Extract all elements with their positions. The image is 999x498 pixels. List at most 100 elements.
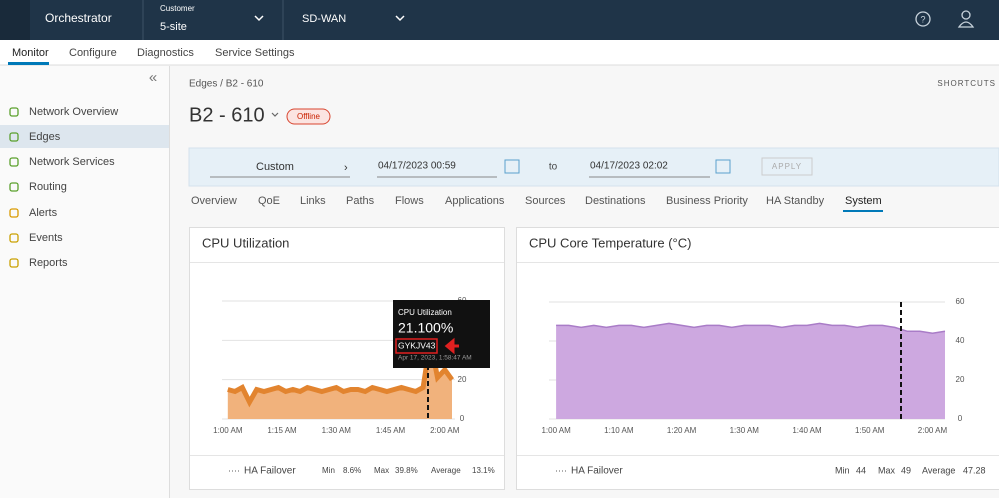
edge-title: B2 - 610 [189, 104, 265, 126]
edge-chevron[interactable] [271, 112, 279, 117]
x-tick-label: 2:00 AM [430, 426, 460, 435]
sidebar-item[interactable]: Alerts [29, 207, 58, 219]
panel-title: CPU Utilization [202, 235, 289, 250]
stat-value: 49 [901, 465, 911, 475]
sidebar-icon [9, 132, 19, 142]
plots: 0 20 40 60 1:00 AM 1:15 AM 1:30 AM 1:45 AM 2:00 … [213, 296, 965, 435]
stat-label: Min [322, 466, 335, 475]
status-badge [286, 108, 331, 125]
apply-button[interactable] [761, 157, 813, 176]
customer-name[interactable]: 5-site [160, 21, 187, 33]
nav-item[interactable]: Diagnostics [137, 47, 194, 59]
stat-value: 47.28 [963, 465, 986, 475]
sidebar-item[interactable]: Network Services [29, 156, 115, 168]
sidebar-icon [9, 107, 19, 117]
tab[interactable]: Destinations [585, 195, 646, 207]
highlight-box [395, 338, 438, 354]
date-preset[interactable]: Custom [256, 161, 294, 173]
stat-value: 39.8% [395, 466, 418, 475]
sidebar-selected [0, 125, 169, 148]
stat-value: 13.1% [472, 466, 495, 475]
tab[interactable]: Business Priority [666, 195, 748, 207]
y-tick-label: 40 [956, 336, 965, 345]
collapse-button[interactable]: « [149, 69, 157, 86]
calendar-icon[interactable] [504, 159, 520, 174]
y-tick-label: 20 [458, 375, 467, 384]
stat-label: Average [431, 466, 461, 475]
network-name[interactable]: SD-WAN [302, 13, 346, 25]
x-tick-label: 1:45 AM [376, 426, 406, 435]
x-tick-label: 1:00 AM [213, 426, 243, 435]
nav-active-underline [8, 62, 49, 65]
y-tick-label: 60 [956, 297, 965, 306]
sidebar-item[interactable]: Events [29, 232, 63, 244]
date-bar [188, 147, 999, 187]
to-label: to [549, 162, 558, 173]
red-arrow [444, 337, 459, 355]
date-from[interactable]: 04/17/2023 00:59 [378, 161, 456, 172]
nav-item[interactable]: Service Settings [215, 47, 295, 59]
stat-label: Max [374, 466, 389, 475]
tab[interactable]: Paths [346, 195, 375, 207]
sidebar-icon [9, 182, 19, 192]
y-tick-label: 0 [460, 414, 465, 423]
tooltip-value: 21.100% [398, 320, 453, 336]
date-to[interactable]: 04/17/2023 02:02 [590, 161, 668, 172]
area-fill [556, 323, 945, 419]
tab[interactable]: System [845, 195, 882, 207]
tab[interactable]: Overview [191, 195, 237, 207]
tab[interactable]: Applications [445, 195, 505, 207]
customer-label: Customer [160, 4, 195, 13]
chevron[interactable] [254, 15, 264, 22]
legend-entry[interactable]: HA Failover [244, 466, 296, 477]
shortcuts-menu[interactable]: SHORTCUTS [937, 79, 996, 88]
nav-item[interactable]: Monitor [12, 47, 49, 59]
sidebar-item[interactable]: Network Overview [29, 106, 118, 118]
x-tick-label: 1:00 AM [541, 426, 571, 435]
nav-bar [0, 40, 999, 65]
panel-title: CPU Core Temperature (°C) [529, 235, 691, 250]
stat-label: Average [922, 465, 955, 475]
tab[interactable]: Sources [525, 195, 566, 207]
tab[interactable]: Flows [395, 195, 424, 207]
sidebar-item[interactable]: Reports [29, 257, 68, 269]
header [0, 0, 999, 40]
help-glyph: ? [920, 14, 925, 24]
breadcrumb[interactable]: Edges / B2 - 610 [189, 79, 264, 90]
stat-label: Max [878, 465, 896, 475]
stat-label: Min [835, 465, 850, 475]
help-icon[interactable] [915, 11, 931, 27]
x-tick-label: 1:20 AM [667, 426, 697, 435]
x-tick-label: 1:40 AM [792, 426, 822, 435]
tooltip-time: Apr 17, 2023, 1:58:47 AM [398, 355, 472, 362]
nav-group: Monitor Configure Diagnostics Service Setti… [12, 47, 295, 59]
status-text: Offline [297, 112, 321, 121]
tab-active-underline [843, 210, 883, 212]
nav-item[interactable]: Configure [69, 47, 117, 59]
x-tick-label: 1:15 AM [267, 426, 297, 435]
tab[interactable]: Links [300, 195, 326, 207]
tooltip-box [393, 300, 490, 368]
sidebar-icon [9, 157, 19, 167]
legend-swatch: ···· [228, 465, 240, 475]
sidebar-item[interactable]: Edges [29, 131, 61, 143]
tabs-group: Overview QoE Links Paths Flows Applications So… [191, 195, 882, 207]
sidebar-icon [9, 258, 19, 268]
preset-chevron[interactable]: › [344, 162, 348, 174]
tab[interactable]: QoE [258, 195, 280, 207]
sidebar-icon [9, 208, 19, 218]
legend-entry[interactable]: HA Failover [571, 466, 623, 477]
sidebar-group: Network Overview Edges Network Services Rou… [9, 106, 118, 269]
tab[interactable]: HA Standby [766, 195, 825, 207]
user-icon-body [957, 21, 975, 28]
tooltip-device: GYKJV43 [398, 340, 436, 350]
area-line [227, 340, 455, 408]
tooltip-title: CPU Utilization [398, 308, 452, 317]
x-tick-label: 1:10 AM [604, 426, 634, 435]
chevron[interactable] [395, 15, 405, 22]
calendar-icon[interactable] [715, 159, 731, 174]
user-icon[interactable] [961, 10, 971, 20]
sidebar-item[interactable]: Routing [29, 181, 67, 193]
x-tick-label: 1:50 AM [855, 426, 885, 435]
